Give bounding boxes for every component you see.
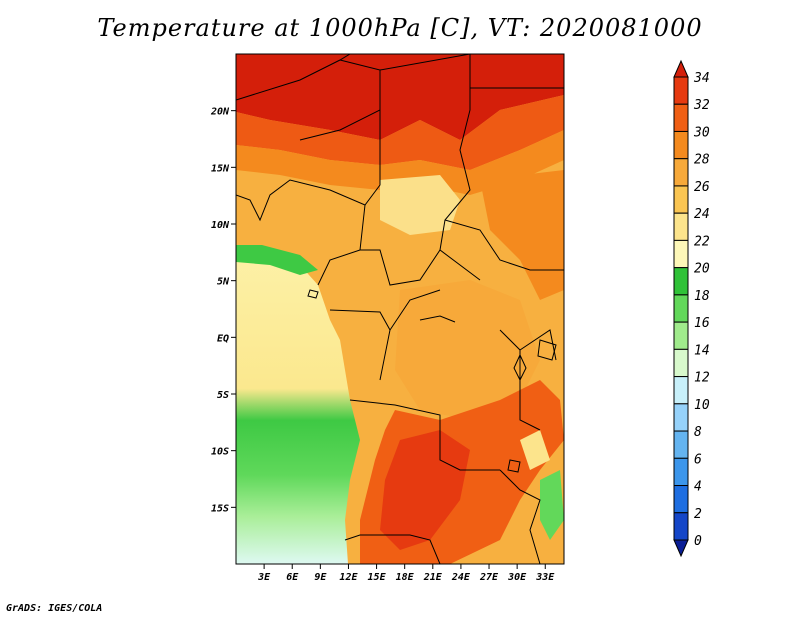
map-frame <box>235 53 565 565</box>
colorbar-bin <box>673 430 689 459</box>
lon-tick-label: 27E <box>479 572 499 583</box>
lat-tick-label: 5N <box>217 277 230 288</box>
colorbar-max-triangle <box>673 59 689 78</box>
colorbar-label: 16 <box>694 316 710 331</box>
colorbar-label: 12 <box>694 371 710 386</box>
colorbar-min-triangle <box>673 539 689 558</box>
lon-tick-label: 12E <box>339 572 358 583</box>
colorbar-bin <box>673 76 689 105</box>
lat-tick-label: 20N <box>210 107 230 118</box>
colorbar-bin <box>673 130 689 160</box>
lat-tick-label: 10S <box>211 447 229 458</box>
colorbar-label: 18 <box>694 289 710 304</box>
lon-tick-label: 33E <box>535 572 555 583</box>
lon-tick-label: 18E <box>396 572 415 583</box>
lon-tick-label: 30E <box>507 572 527 583</box>
lat-tick-label: 5S <box>217 390 229 401</box>
colorbar-bin <box>673 158 689 187</box>
lat-tick-label: EQ <box>217 333 229 344</box>
colorbar-bin <box>673 485 689 514</box>
latitude-axis: 20N 15N 10N 5N EQ 5S 10S 15S <box>210 107 236 514</box>
colorbar-bin <box>673 348 689 378</box>
lat-tick-label: 10N <box>211 220 230 231</box>
colorbar-bin <box>673 321 689 350</box>
colorbar-bin <box>673 376 689 405</box>
colorbar-label: 20 <box>694 262 710 277</box>
colorbar-label: 10 <box>694 398 710 413</box>
colorbar-label: 22 <box>694 234 710 249</box>
chart-title: Temperature at 1000hPa [C], VT: 20200810… <box>97 14 703 42</box>
colorbar-label: 6 <box>694 452 702 467</box>
colorbar-bin <box>673 212 689 241</box>
lon-tick-label: 21E <box>423 572 443 583</box>
lon-tick-label: 15E <box>368 572 387 583</box>
lat-tick-label: 15N <box>211 163 230 174</box>
lon-tick-label: 24E <box>451 572 471 583</box>
colorbar-bin <box>673 294 689 323</box>
colorbar-label: 30 <box>693 125 710 140</box>
colorbar-label: 24 <box>694 207 710 222</box>
colorbar-label: 4 <box>694 480 702 495</box>
country-borders <box>236 54 564 564</box>
lon-tick-label: 6E <box>286 572 299 583</box>
colorbar-bin <box>673 239 689 269</box>
colorbar-label: 26 <box>694 180 710 195</box>
colorbar-bin <box>673 103 689 132</box>
colorbar-bin <box>673 512 689 541</box>
lon-tick-label: 3E <box>257 572 271 583</box>
longitude-axis: 3E 6E 9E 12E 15E 18E 21E 24E 27E 30E 33E <box>257 564 555 583</box>
colorbar-label: 0 <box>694 534 702 549</box>
lat-tick-label: 15S <box>211 503 229 514</box>
colorbar-label: 2 <box>694 507 702 522</box>
colorbar-bin <box>673 267 689 296</box>
credit-label: GrADS: IGES/COLA <box>6 603 103 614</box>
colorbar-label: 28 <box>694 153 710 168</box>
colorbar-bin <box>673 403 689 432</box>
colorbar-label: 34 <box>693 71 710 86</box>
colorbar-label: 8 <box>694 425 702 440</box>
colorbar-bin <box>673 457 689 487</box>
temperature-field <box>236 54 564 564</box>
colorbar-label: 32 <box>693 98 710 113</box>
lon-tick-label: 9E <box>314 572 327 583</box>
colorbar-bin <box>673 185 689 214</box>
colorbar-label: 14 <box>694 343 710 358</box>
